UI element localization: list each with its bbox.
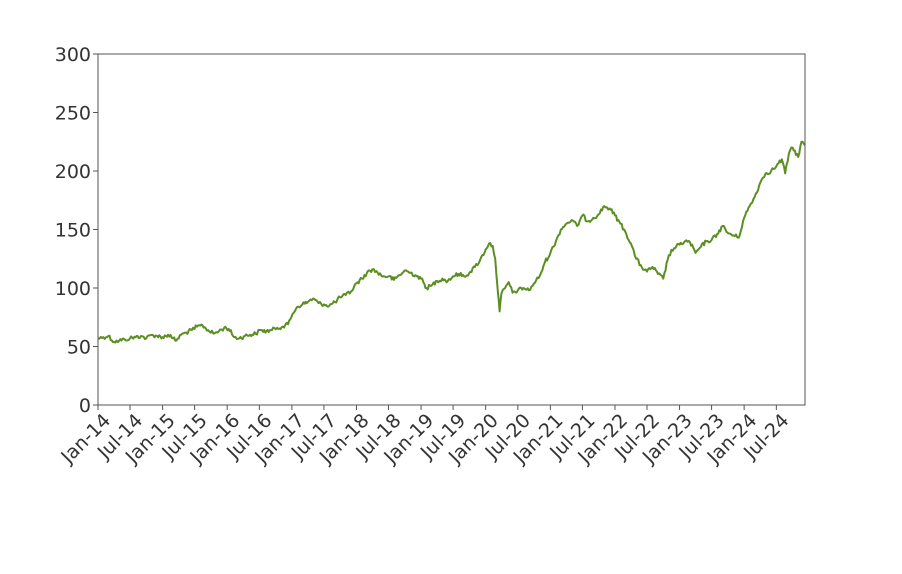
y-tick-label: 0 [79, 395, 91, 417]
y-tick-label: 300 [55, 44, 91, 66]
y-tick-label: 150 [55, 220, 91, 242]
y-tick-label: 200 [55, 161, 91, 183]
plot-area-frame [97, 53, 806, 406]
series-layer [97, 140, 806, 344]
x-axis-ticks: Jan-14Jul-14Jan-15Jul-15Jan-16Jul-16Jan-… [56, 405, 793, 469]
y-axis-ticks: 0 50 100 150 200 250 300 [55, 44, 98, 417]
series-line [97, 140, 806, 344]
y-tick-label: 100 [55, 278, 91, 300]
y-tick-label: 50 [67, 337, 91, 359]
y-tick-label: 250 [55, 103, 91, 125]
